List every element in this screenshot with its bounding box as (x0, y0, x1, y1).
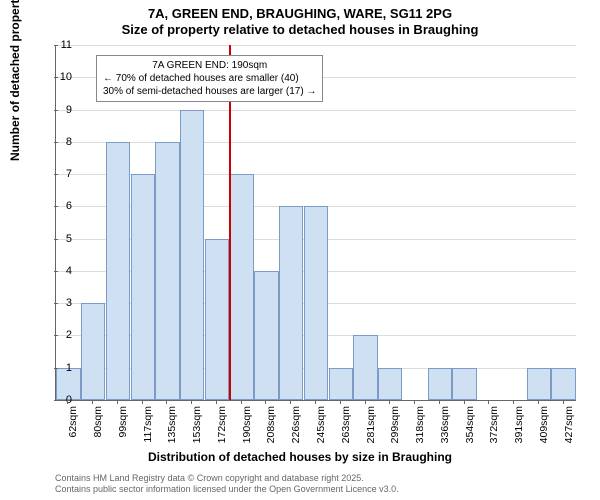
x-tick-label: 117sqm (142, 406, 154, 456)
x-tick-mark (265, 400, 266, 404)
x-tick-mark (365, 400, 366, 404)
y-tick-mark (54, 400, 58, 401)
x-tick-mark (216, 400, 217, 404)
x-tick-mark (389, 400, 390, 404)
histogram-bar (155, 142, 179, 400)
footer-line-2: Contains public sector information licen… (55, 484, 399, 496)
grid-line (56, 110, 576, 111)
y-tick-mark (54, 77, 58, 78)
y-tick-mark (54, 110, 58, 111)
histogram-bar (230, 174, 254, 400)
x-tick-mark (166, 400, 167, 404)
x-tick-label: 336sqm (439, 406, 451, 456)
histogram-bar (180, 110, 204, 400)
x-tick-label: 245sqm (315, 406, 327, 456)
x-tick-mark (464, 400, 465, 404)
x-tick-label: 226sqm (290, 406, 302, 456)
histogram-chart: 7A, GREEN END, BRAUGHING, WARE, SG11 2PG… (0, 0, 600, 500)
x-tick-label: 299sqm (389, 406, 401, 456)
histogram-bar (254, 271, 278, 400)
y-tick-mark (54, 174, 58, 175)
y-tick-mark (54, 45, 58, 46)
histogram-bar (304, 206, 328, 400)
x-tick-label: 135sqm (166, 406, 178, 456)
x-tick-mark (92, 400, 93, 404)
histogram-bar (353, 335, 377, 400)
x-tick-mark (563, 400, 564, 404)
x-tick-mark (513, 400, 514, 404)
chart-title-sub: Size of property relative to detached ho… (0, 22, 600, 37)
x-tick-label: 391sqm (513, 406, 525, 456)
histogram-bar (551, 368, 575, 400)
histogram-bar (527, 368, 551, 400)
x-tick-label: 263sqm (340, 406, 352, 456)
y-tick-mark (54, 239, 58, 240)
histogram-bar (205, 239, 229, 400)
histogram-bar (428, 368, 452, 400)
footer-line-1: Contains HM Land Registry data © Crown c… (55, 473, 399, 485)
y-tick-mark (54, 368, 58, 369)
grid-line (56, 45, 576, 46)
histogram-bar (81, 303, 105, 400)
x-tick-label: 62sqm (67, 406, 79, 456)
x-tick-label: 80sqm (92, 406, 104, 456)
x-tick-label: 318sqm (414, 406, 426, 456)
histogram-bar (279, 206, 303, 400)
histogram-bar (329, 368, 353, 400)
x-tick-label: 99sqm (117, 406, 129, 456)
y-tick-mark (54, 335, 58, 336)
x-tick-mark (117, 400, 118, 404)
y-tick-mark (54, 206, 58, 207)
x-tick-label: 281sqm (365, 406, 377, 456)
x-tick-mark (488, 400, 489, 404)
plot-area: 7A GREEN END: 190sqm← 70% of detached ho… (55, 45, 576, 401)
x-tick-label: 427sqm (563, 406, 575, 456)
x-tick-mark (290, 400, 291, 404)
chart-footer: Contains HM Land Registry data © Crown c… (55, 473, 399, 496)
x-tick-label: 172sqm (216, 406, 228, 456)
x-tick-label: 372sqm (488, 406, 500, 456)
annotation-line: 7A GREEN END: 190sqm (103, 59, 316, 72)
x-tick-label: 190sqm (241, 406, 253, 456)
chart-title-main: 7A, GREEN END, BRAUGHING, WARE, SG11 2PG (0, 6, 600, 21)
x-tick-label: 153sqm (191, 406, 203, 456)
histogram-bar (452, 368, 476, 400)
histogram-bar (106, 142, 130, 400)
x-tick-mark (315, 400, 316, 404)
histogram-bar (131, 174, 155, 400)
x-tick-mark (241, 400, 242, 404)
y-tick-mark (54, 303, 58, 304)
x-tick-label: 208sqm (265, 406, 277, 456)
x-tick-mark (414, 400, 415, 404)
x-tick-label: 409sqm (538, 406, 550, 456)
x-tick-mark (340, 400, 341, 404)
y-tick-mark (54, 271, 58, 272)
y-tick-mark (54, 142, 58, 143)
annotation-line: 30% of semi-detached houses are larger (… (103, 85, 316, 98)
annotation-line: ← 70% of detached houses are smaller (40… (103, 72, 316, 85)
y-axis-label: Number of detached properties (8, 0, 22, 161)
x-tick-mark (538, 400, 539, 404)
x-tick-mark (439, 400, 440, 404)
x-tick-mark (142, 400, 143, 404)
annotation-box: 7A GREEN END: 190sqm← 70% of detached ho… (96, 55, 323, 102)
x-tick-label: 354sqm (464, 406, 476, 456)
histogram-bar (378, 368, 402, 400)
x-tick-mark (67, 400, 68, 404)
grid-line (56, 142, 576, 143)
x-tick-mark (191, 400, 192, 404)
